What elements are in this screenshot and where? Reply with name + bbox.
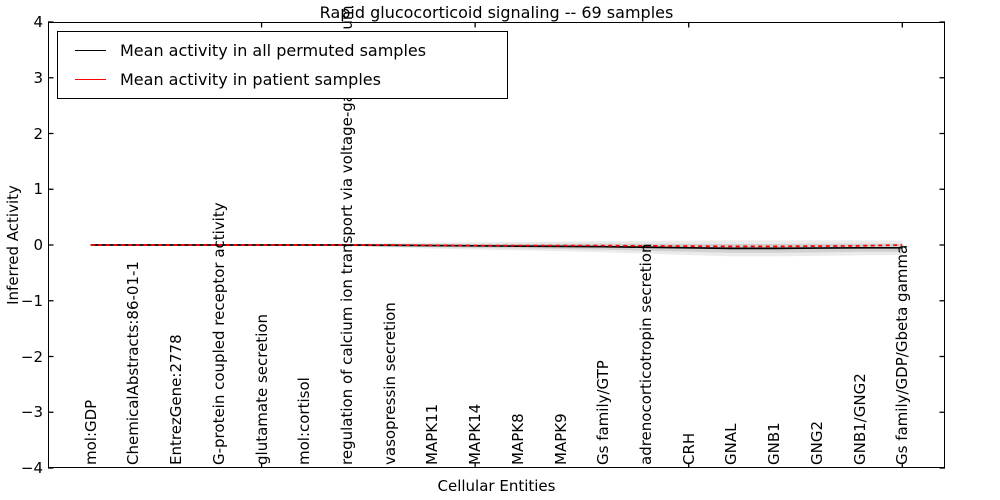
x-tick-label: Gs family/GDP/Gbeta gamma bbox=[893, 244, 912, 465]
x-tick-label: GNB1 bbox=[765, 422, 784, 465]
x-tick-label: Gs family/GTP bbox=[594, 360, 613, 465]
y-tick-label: −1 bbox=[20, 291, 43, 310]
x-tick-label: mol:GDP bbox=[81, 399, 100, 465]
chart-title: Rapid glucocorticoid signaling -- 69 sam… bbox=[319, 3, 674, 22]
y-tick-label: −2 bbox=[20, 347, 43, 366]
x-tick-label: MAPK8 bbox=[508, 413, 527, 465]
legend-items: Mean activity in all permuted samples Mea… bbox=[58, 36, 507, 94]
y-tick-label: 3 bbox=[33, 68, 43, 87]
x-tick-label: adrenocorticotropin secretion bbox=[637, 243, 655, 465]
legend-line-swatch bbox=[75, 50, 106, 51]
x-tick-label: G-protein coupled receptor activity bbox=[209, 202, 228, 465]
uncertainty-band bbox=[90, 240, 903, 257]
legend-item: Mean activity in all permuted samples bbox=[58, 36, 507, 65]
x-tick-label: GNAL bbox=[722, 423, 741, 465]
y-axis-label: Inferred Activity bbox=[4, 185, 22, 305]
legend-item: Mean activity in patient samples bbox=[58, 65, 507, 94]
legend-label: Mean activity in patient samples bbox=[120, 70, 381, 89]
x-tick-label: mol:cortisol bbox=[295, 377, 314, 465]
legend-label: Mean activity in all permuted samples bbox=[120, 41, 427, 60]
y-tick-label: 2 bbox=[33, 124, 43, 143]
y-axis-tick-labels: 4 3 2 1 0 −1 −2 −3 −4 bbox=[0, 0, 43, 500]
y-tick-label: 4 bbox=[33, 13, 43, 31]
x-axis-label: Cellular Entities bbox=[437, 477, 556, 495]
x-tick-label: MAPK11 bbox=[423, 403, 442, 465]
x-tick-label: EntrezGene:2778 bbox=[167, 334, 186, 465]
x-tick-label: CRH bbox=[679, 432, 698, 465]
legend: Mean activity in all permuted samples Mea… bbox=[57, 31, 508, 99]
y-tick-label: −4 bbox=[20, 459, 43, 477]
x-tick-label: vasopressin secretion bbox=[380, 302, 399, 465]
y-tick-label: 1 bbox=[33, 180, 43, 199]
y-tick-label: −3 bbox=[20, 403, 43, 422]
plot-area bbox=[48, 22, 945, 468]
x-tick-label: MAPK14 bbox=[466, 403, 485, 465]
x-tick-label: GNG2 bbox=[807, 420, 826, 465]
x-tick-label: glutamate secretion bbox=[252, 313, 271, 465]
patient-mean-line bbox=[90, 244, 903, 248]
x-tick-label: GNB1/GNG2 bbox=[850, 373, 869, 465]
x-tick-label: ChemicalAbstracts:86-01-1 bbox=[124, 261, 143, 465]
legend-line-swatch bbox=[75, 79, 106, 80]
y-tick-label: 0 bbox=[33, 236, 43, 254]
x-tick-label: MAPK9 bbox=[551, 413, 570, 465]
